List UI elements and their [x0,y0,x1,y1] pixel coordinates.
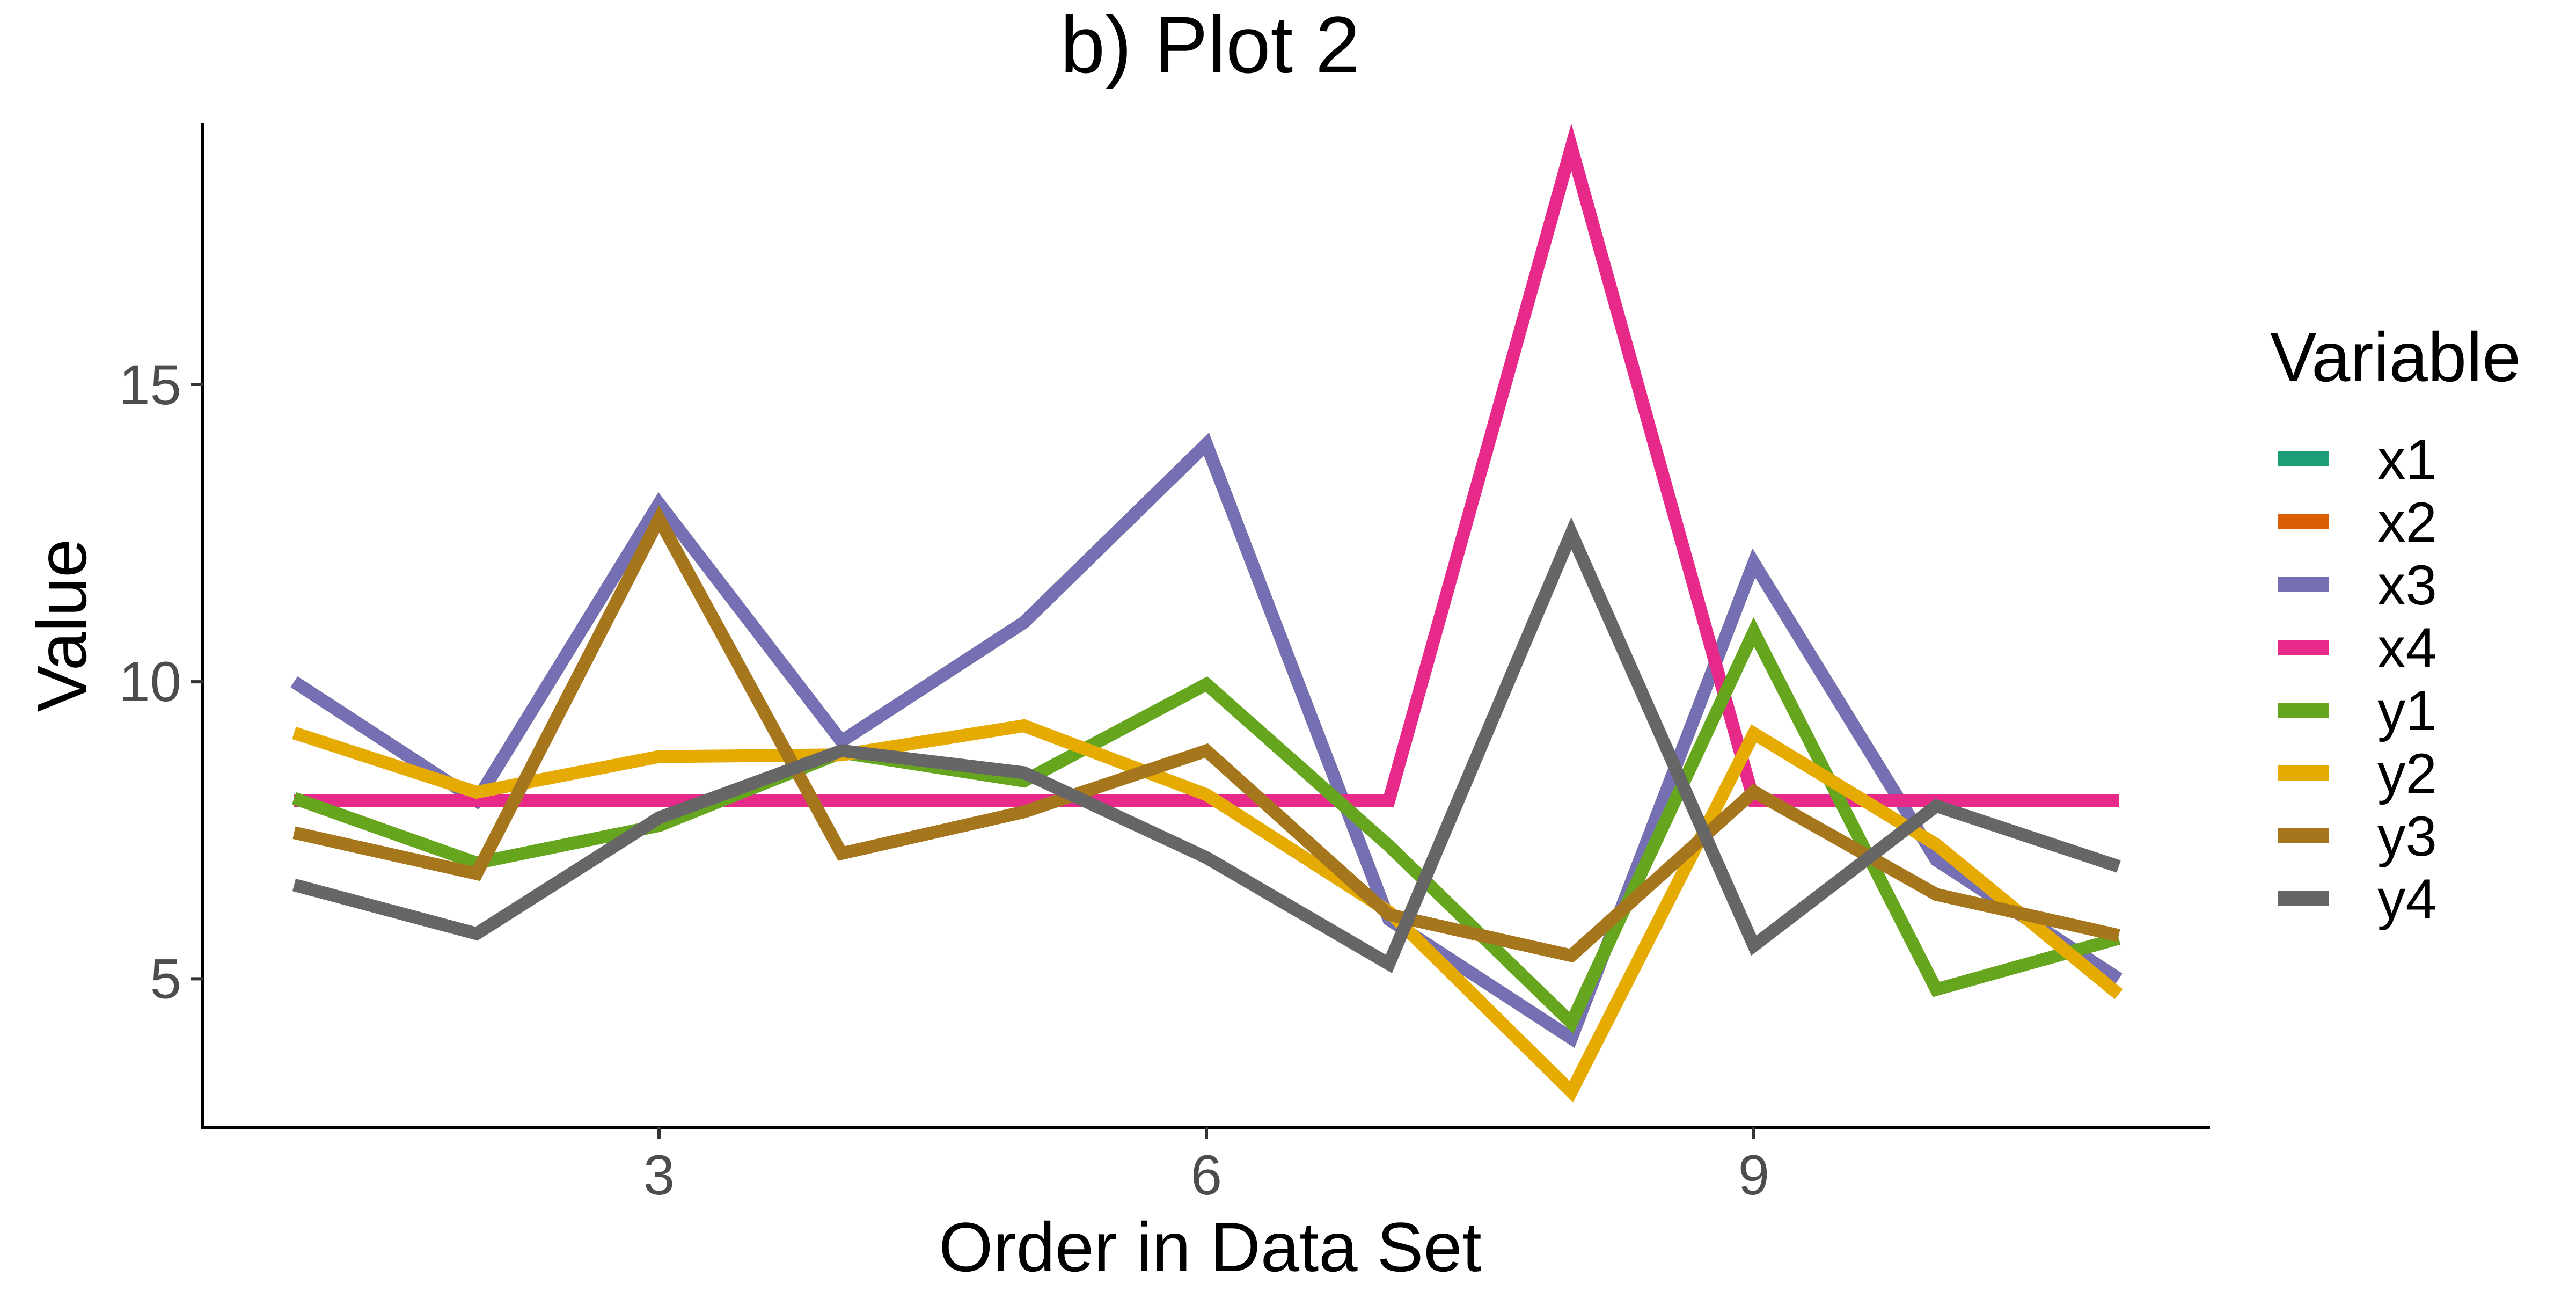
legend-label-y2: y2 [2377,742,2437,805]
legend-item-y4: y4 [2278,868,2437,931]
series-line-y4 [292,517,2121,973]
legend-key-x3 [2278,577,2329,592]
x-tick-label: 9 [1738,1144,1769,1207]
legend-label-x2: x2 [2377,491,2437,554]
legend-key-x2 [2278,514,2329,529]
legend-key-x4 [2278,640,2329,655]
legend-label-y4: y4 [2377,868,2437,931]
legend-key-y4 [2278,891,2329,906]
chart-title: b) Plot 2 [1060,0,1360,90]
legend-key-x1 [2278,451,2329,466]
legend-item-x2: x2 [2278,491,2437,554]
legend-key-y1 [2278,703,2329,718]
legend-key-y3 [2278,828,2329,843]
legend-item-y1: y1 [2278,680,2437,742]
legend-item-x3: x3 [2278,554,2437,617]
x-tick-label: 6 [1191,1144,1222,1207]
x-ticks: 3 6 9 [643,1127,1769,1207]
series-line-y2 [292,719,2123,1103]
y-axis-label: Value [23,539,101,712]
y-tick-label: 10 [119,651,181,713]
series-layer [290,123,2123,1103]
legend-item-x4: x4 [2278,617,2437,680]
legend-label-x1: x1 [2377,428,2437,491]
series-line-y1 [291,617,2121,1034]
legend-key-y2 [2278,765,2329,781]
legend-title: Variable [2270,318,2521,396]
legend-item-y2: y2 [2278,742,2437,805]
series-line-y3 [292,505,2120,963]
legend-item-x1: x1 [2278,428,2437,491]
legend-label-y3: y3 [2377,805,2437,868]
y-tick-label: 5 [150,947,181,1010]
legend-label-y1: y1 [2377,680,2437,742]
x-axis-label: Order in Data Set [939,1208,1482,1286]
x-tick-label: 3 [643,1144,675,1207]
series-line-x3 [290,433,2123,1048]
legend-label-x3: x3 [2377,554,2437,617]
legend-label-x4: x4 [2377,617,2437,680]
legend-item-y3: y3 [2278,805,2437,868]
y-tick-label: 15 [119,354,181,417]
y-ticks: 5 10 15 [119,354,203,1010]
